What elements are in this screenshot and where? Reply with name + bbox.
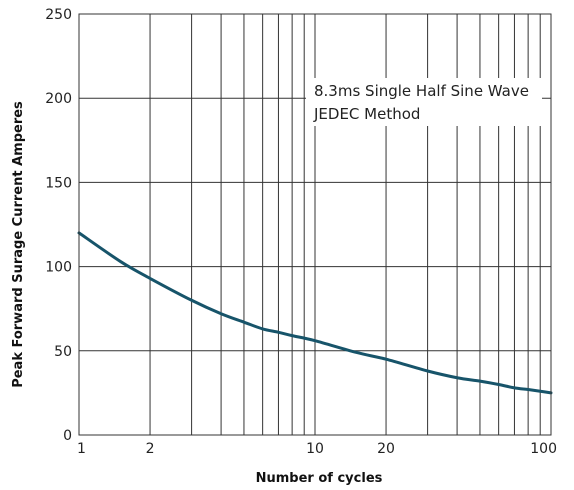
y-axis-title: Peak Forward Surage Current Amperes xyxy=(11,101,26,388)
x-tick-label: 2 xyxy=(146,441,155,457)
y-tick-label: 50 xyxy=(54,344,72,360)
series-line xyxy=(77,231,553,395)
annotation-background xyxy=(306,78,542,126)
annotation-group: 8.3ms Single Half Sine Wave JEDEC Method xyxy=(306,78,542,126)
x-tick-label: 1 xyxy=(77,441,86,457)
y-tick-label: 100 xyxy=(45,260,72,276)
x-tick-label: 20 xyxy=(377,441,395,457)
x-tick-label: 100 xyxy=(530,441,557,457)
y-tick-label: 200 xyxy=(45,91,72,107)
y-tick-label: 150 xyxy=(45,175,72,191)
annotation-line-2: JEDEC Method xyxy=(313,105,420,123)
y-tick-label: 250 xyxy=(45,7,72,23)
x-axis-title: Number of cycles xyxy=(256,471,383,486)
tick-labels: 0 50 100 150 200 250 1 2 10 20 100 xyxy=(45,7,557,457)
x-tick-label: 10 xyxy=(306,441,324,457)
y-tick-label: 0 xyxy=(63,428,72,444)
annotation-line-1: 8.3ms Single Half Sine Wave xyxy=(314,82,529,100)
series-group xyxy=(77,231,553,395)
grid-lines xyxy=(78,13,552,436)
plot-frame xyxy=(78,13,552,436)
